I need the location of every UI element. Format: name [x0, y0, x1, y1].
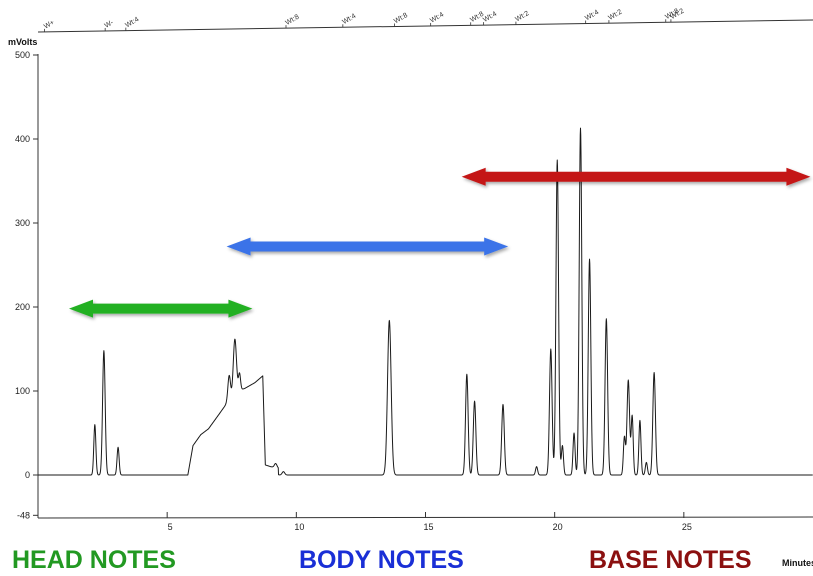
peak-tag-label: Wt:2 [607, 9, 623, 22]
peak-tag-label: Wt:4 [429, 11, 445, 24]
peak-tag-label: Wt:4 [482, 11, 498, 24]
x-unit-label: Minutes [782, 558, 813, 568]
y-tick-label: -48 [17, 510, 30, 520]
base-notes-label: BASE NOTES [589, 546, 752, 574]
peak-tag-label: Wt:4 [341, 13, 357, 26]
y-tick-label: 300 [15, 218, 30, 228]
body-notes-label: BODY NOTES [299, 546, 464, 574]
x-tick-label: 5 [168, 522, 173, 532]
x-tick-label: 10 [294, 522, 304, 532]
note-range-arrow-1 [226, 237, 509, 256]
peak-tag-label: Wt:2 [514, 10, 530, 23]
y-tick-label: 200 [15, 302, 30, 312]
peak-tag-label: Wt:4 [584, 9, 600, 22]
note-range-arrows [69, 167, 811, 318]
note-range-arrow-0 [69, 299, 253, 318]
peak-tags: W+ W- Wt:4 Wt:8 Wt:4 Wt:8 Wt:4 Wt:8Wt:4 Wt:2 Wt:4… [43, 8, 685, 32]
peak-tag-label: Wt:8 [285, 14, 301, 27]
chromatogram-trace [37, 127, 813, 476]
y-tick-label: 100 [15, 386, 30, 396]
y-tick-label: 400 [15, 134, 30, 144]
peak-tag-label: Wt:4 [124, 16, 140, 29]
top-axis-line [37, 19, 813, 33]
peak-tag-label: W- [104, 19, 116, 30]
x-tick-label: 15 [423, 522, 433, 532]
y-unit-label: mVolts [8, 37, 37, 47]
peak-tag-label: W+ [43, 19, 56, 30]
peak-tag-label: Wt:8 [393, 12, 409, 25]
note-range-arrow-2 [461, 167, 811, 186]
y-axis-ticks: -48 0 100 200 300 400 500 [15, 50, 38, 520]
x-tick-label: 20 [553, 522, 563, 532]
head-notes-label: HEAD NOTES [12, 546, 176, 574]
x-tick-label: 25 [682, 522, 692, 532]
y-tick-label: 500 [15, 50, 30, 60]
x-axis-ticks: 5 10 15 20 25 [166, 512, 692, 532]
y-tick-label: 0 [25, 470, 30, 480]
